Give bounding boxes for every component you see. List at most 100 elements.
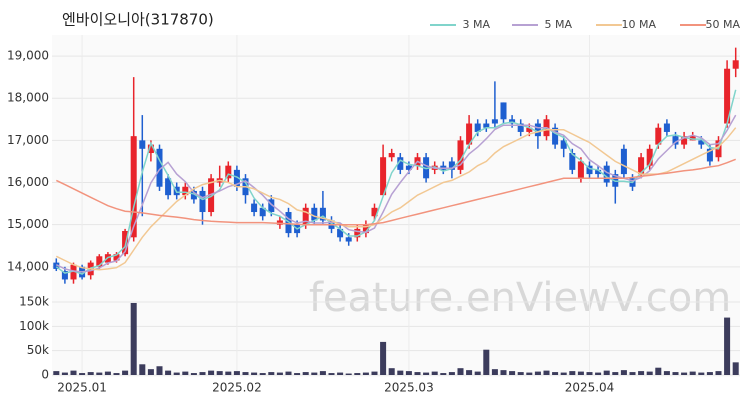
candle-body: [380, 157, 387, 196]
volume-bar: [655, 367, 662, 375]
volume-bar: [380, 341, 387, 375]
candle-body: [354, 228, 361, 238]
candle-body: [672, 136, 679, 145]
candle-body: [251, 203, 258, 213]
candle-body: [371, 207, 378, 217]
volume-bar: [182, 371, 189, 375]
candle-body: [190, 190, 197, 200]
candle-body: [577, 161, 584, 179]
candle-body: [491, 119, 498, 124]
volume-bar: [732, 362, 739, 375]
volume-bar: [440, 373, 447, 375]
volume-bar: [70, 370, 77, 375]
candle-body: [448, 161, 455, 170]
volume-bar: [371, 371, 378, 375]
volume-bar: [199, 372, 206, 375]
volume-bar: [620, 370, 627, 375]
volume-bar: [466, 370, 473, 375]
volume-bar: [259, 373, 266, 375]
volume-bar: [130, 302, 137, 375]
ma-line: [55, 158, 736, 226]
candle-body: [302, 207, 309, 225]
volume-bar: [354, 373, 361, 375]
candle-body: [165, 178, 172, 196]
legend-label: 5 MA: [544, 18, 572, 31]
volume-bar: [698, 372, 705, 375]
candle-body: [405, 165, 412, 170]
candle-body: [276, 220, 283, 225]
candle-body: [569, 153, 576, 170]
candle-body: [646, 148, 653, 166]
candle-body: [500, 102, 507, 120]
volume-bar: [233, 371, 240, 375]
volume-bar: [423, 372, 430, 375]
volume-bar: [242, 372, 249, 375]
volume-bar: [104, 371, 111, 375]
volume-bar: [500, 370, 507, 375]
volume-bar: [534, 371, 541, 375]
x-tick-label: 2025.03: [384, 381, 434, 395]
volume-bar: [208, 370, 215, 375]
candle-body: [603, 165, 610, 183]
candle-body: [466, 123, 473, 145]
candle-body: [689, 136, 696, 141]
watermark: feature.enViewV.com: [309, 275, 731, 321]
candle-body: [595, 169, 602, 175]
candle-body: [663, 123, 670, 132]
volume-bar: [552, 372, 559, 375]
volume-bar: [79, 373, 86, 375]
candle-body: [397, 157, 404, 170]
x-tick-label: 2025.04: [565, 381, 615, 395]
volume-bar: [526, 372, 533, 375]
plot-background: [52, 35, 740, 377]
volume-bar: [724, 317, 731, 375]
volume-bar: [491, 369, 498, 375]
volume-bar: [715, 371, 722, 375]
legend-label: 10 MA: [621, 18, 656, 31]
volume-bar: [337, 372, 344, 375]
candle-body: [122, 230, 129, 255]
y-tick-label: 14,000: [7, 259, 49, 273]
volume-bar: [156, 366, 163, 375]
volume-bar: [706, 372, 713, 375]
candle-body: [698, 140, 705, 145]
candle-body: [388, 153, 395, 158]
x-tick-label: 2025.02: [212, 381, 262, 395]
volume-bar: [294, 373, 301, 375]
volume-bar: [302, 372, 309, 375]
candle-body: [139, 140, 146, 149]
ma-line: [55, 127, 737, 271]
volume-bar: [311, 372, 318, 375]
candle-body: [457, 140, 464, 170]
y-tick-label: 15,000: [7, 217, 49, 231]
volume-bar: [225, 371, 232, 375]
candle-body: [96, 256, 103, 267]
candle-body: [552, 127, 559, 145]
candle-body: [423, 157, 430, 179]
volume-bar: [345, 373, 352, 375]
volume-bar: [629, 372, 636, 375]
volume-bar: [612, 372, 619, 375]
volume-bar: [113, 373, 120, 375]
candle-body: [53, 262, 60, 269]
candle-body: [655, 127, 662, 145]
volume-bar: [517, 372, 524, 375]
volume-bar: [397, 370, 404, 375]
candle-body: [732, 60, 739, 69]
volume-bar: [457, 368, 464, 375]
volume-bar: [603, 370, 610, 375]
volume-bar: [577, 371, 584, 375]
volume-bar: [165, 370, 172, 375]
volume-bar: [61, 372, 68, 375]
candle-body: [526, 127, 533, 132]
y-tick-label: 17,000: [7, 133, 49, 147]
volume-bar: [595, 372, 602, 375]
legend-label: 3 MA: [462, 18, 490, 31]
y-tick-label: 19,000: [7, 49, 49, 63]
volume-bar: [139, 364, 146, 375]
candle-body: [620, 148, 627, 175]
legend-label: 50 MA: [705, 18, 740, 31]
candle-body: [208, 178, 215, 213]
candle-body: [233, 169, 240, 187]
